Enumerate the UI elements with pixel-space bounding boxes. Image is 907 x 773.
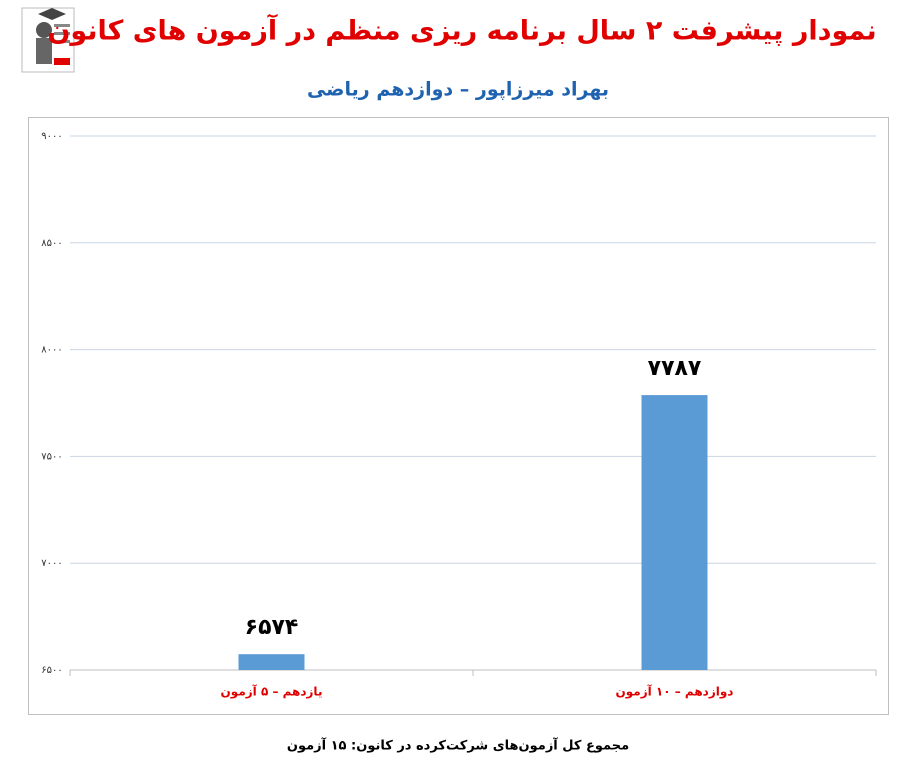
logo bbox=[21, 7, 75, 73]
bar bbox=[238, 654, 305, 670]
y-tick-label: ۶۵۰۰ bbox=[41, 665, 62, 676]
data-label: ۶۵۷۴ bbox=[245, 615, 299, 640]
y-tick-label: ۸۰۰۰ bbox=[41, 345, 62, 356]
chart-frame bbox=[28, 117, 889, 715]
data-label: ۷۷۸۷ bbox=[648, 356, 702, 381]
bar bbox=[641, 395, 708, 670]
x-tick-label: یازدهم – ۵ آزمون bbox=[221, 684, 323, 700]
y-tick-label: ۷۵۰۰ bbox=[41, 451, 62, 462]
x-tick-label: دوازدهم – ۱۰ آزمون bbox=[616, 684, 734, 700]
y-tick-label: ۹۰۰۰ bbox=[41, 131, 62, 142]
y-tick-label: ۷۰۰۰ bbox=[41, 558, 62, 569]
chart-title: نمودار پیشرفت ۲ سال برنامه ریزی منظم در … bbox=[47, 14, 876, 47]
footnote: مجموع کل آزمون‌های شرکت‌کرده در کانون: ۱… bbox=[287, 737, 629, 754]
chart-subtitle: بهراد میرزاپور – دوازدهم ریاضی bbox=[307, 79, 609, 101]
y-tick-label: ۸۵۰۰ bbox=[41, 238, 62, 249]
